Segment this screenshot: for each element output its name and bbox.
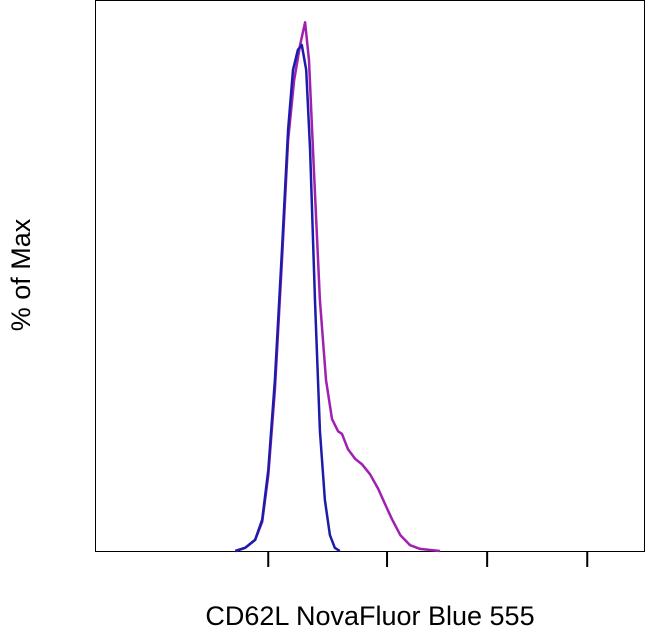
- y-axis-label: % of Max: [6, 218, 36, 331]
- histogram-line: [234, 43, 341, 553]
- plot-frame: [95, 0, 645, 552]
- x-axis-label: CD62L NovaFluor Blue 555: [205, 601, 534, 631]
- histogram-line: [234, 21, 441, 553]
